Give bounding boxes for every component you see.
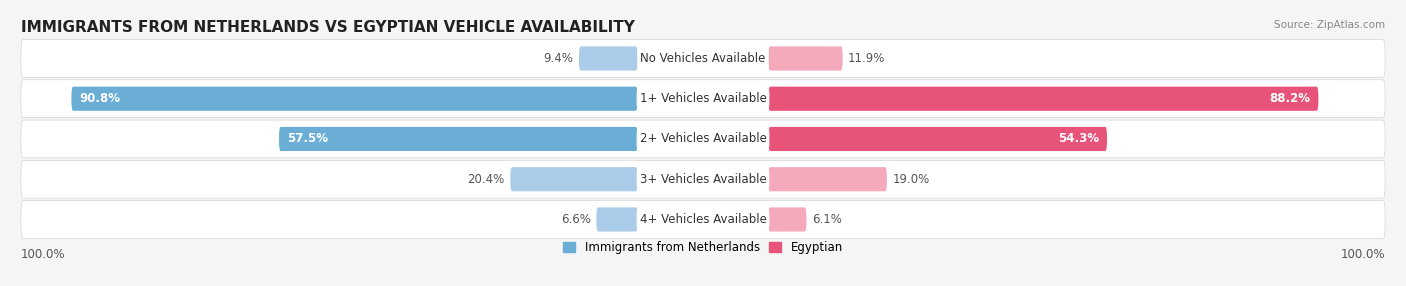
FancyBboxPatch shape	[21, 200, 1385, 239]
FancyBboxPatch shape	[21, 120, 1385, 158]
Text: 100.0%: 100.0%	[1340, 249, 1385, 261]
FancyBboxPatch shape	[21, 160, 1385, 198]
FancyBboxPatch shape	[769, 207, 807, 232]
FancyBboxPatch shape	[769, 46, 842, 71]
Text: 3+ Vehicles Available: 3+ Vehicles Available	[640, 173, 766, 186]
FancyBboxPatch shape	[21, 80, 1385, 118]
Text: 90.8%: 90.8%	[80, 92, 121, 105]
FancyBboxPatch shape	[579, 46, 637, 71]
FancyBboxPatch shape	[72, 87, 637, 111]
FancyBboxPatch shape	[769, 167, 887, 191]
Text: 4+ Vehicles Available: 4+ Vehicles Available	[640, 213, 766, 226]
Text: 9.4%: 9.4%	[544, 52, 574, 65]
Legend: Immigrants from Netherlands, Egyptian: Immigrants from Netherlands, Egyptian	[558, 236, 848, 259]
Text: 100.0%: 100.0%	[21, 249, 66, 261]
Text: 57.5%: 57.5%	[287, 132, 329, 146]
Text: 6.1%: 6.1%	[813, 213, 842, 226]
Text: 1+ Vehicles Available: 1+ Vehicles Available	[640, 92, 766, 105]
Text: 2+ Vehicles Available: 2+ Vehicles Available	[640, 132, 766, 146]
Text: 88.2%: 88.2%	[1270, 92, 1310, 105]
FancyBboxPatch shape	[769, 127, 1107, 151]
Text: 11.9%: 11.9%	[848, 52, 886, 65]
Text: 19.0%: 19.0%	[893, 173, 929, 186]
Text: IMMIGRANTS FROM NETHERLANDS VS EGYPTIAN VEHICLE AVAILABILITY: IMMIGRANTS FROM NETHERLANDS VS EGYPTIAN …	[21, 20, 636, 35]
Text: 54.3%: 54.3%	[1057, 132, 1098, 146]
Text: 20.4%: 20.4%	[468, 173, 505, 186]
FancyBboxPatch shape	[21, 39, 1385, 78]
Text: No Vehicles Available: No Vehicles Available	[640, 52, 766, 65]
FancyBboxPatch shape	[596, 207, 637, 232]
FancyBboxPatch shape	[278, 127, 637, 151]
Text: 6.6%: 6.6%	[561, 213, 591, 226]
Text: Source: ZipAtlas.com: Source: ZipAtlas.com	[1274, 20, 1385, 30]
FancyBboxPatch shape	[769, 87, 1319, 111]
FancyBboxPatch shape	[510, 167, 637, 191]
